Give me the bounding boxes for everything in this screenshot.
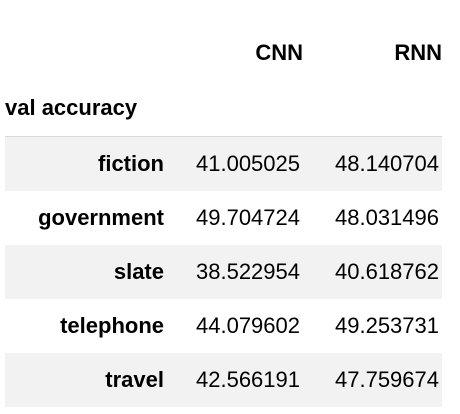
- empty-cell: [303, 80, 442, 137]
- row-label: government: [38, 204, 164, 230]
- index-name: val accuracy: [5, 95, 138, 120]
- rnn-value: 49.253731: [335, 312, 439, 338]
- table-row: government 49.704724 48.031496: [5, 191, 442, 245]
- cnn-value: 41.005025: [167, 136, 303, 191]
- cnn-value: 38.522954: [196, 258, 300, 284]
- cnn-value: 44.079602: [196, 312, 300, 338]
- cnn-value: 49.704724: [196, 204, 300, 230]
- table-row: slate 38.522954 40.618762: [5, 244, 442, 299]
- rnn-value: 47.759674: [335, 366, 439, 392]
- empty-cell: [167, 80, 303, 137]
- column-header-rnn: RNN: [394, 40, 442, 65]
- cnn-value: 42.566191: [196, 366, 300, 392]
- rnn-value: 40.618762: [335, 258, 439, 284]
- results-table: CNN RNN val accuracy fiction 41.005025 4…: [5, 26, 442, 407]
- table-body: fiction 41.005025 48.140704 government 4…: [5, 136, 442, 407]
- row-label: travel: [105, 366, 164, 392]
- table-row: travel 42.566191 47.759674: [5, 352, 442, 407]
- rnn-value: 48.140704: [303, 136, 442, 191]
- rnn-value: 48.031496: [335, 204, 439, 230]
- row-label: slate: [113, 258, 164, 284]
- table-row: telephone 44.079602 49.253731: [5, 299, 442, 353]
- row-label: fiction: [5, 136, 167, 191]
- table-row: fiction 41.005025 48.140704: [5, 136, 442, 191]
- corner-cell: [5, 26, 167, 80]
- table-header: CNN RNN val accuracy: [5, 26, 442, 137]
- column-header-row: CNN RNN: [5, 26, 442, 80]
- column-header-cnn: CNN: [255, 40, 303, 65]
- row-label: telephone: [60, 312, 164, 338]
- index-name-row: val accuracy: [5, 80, 442, 137]
